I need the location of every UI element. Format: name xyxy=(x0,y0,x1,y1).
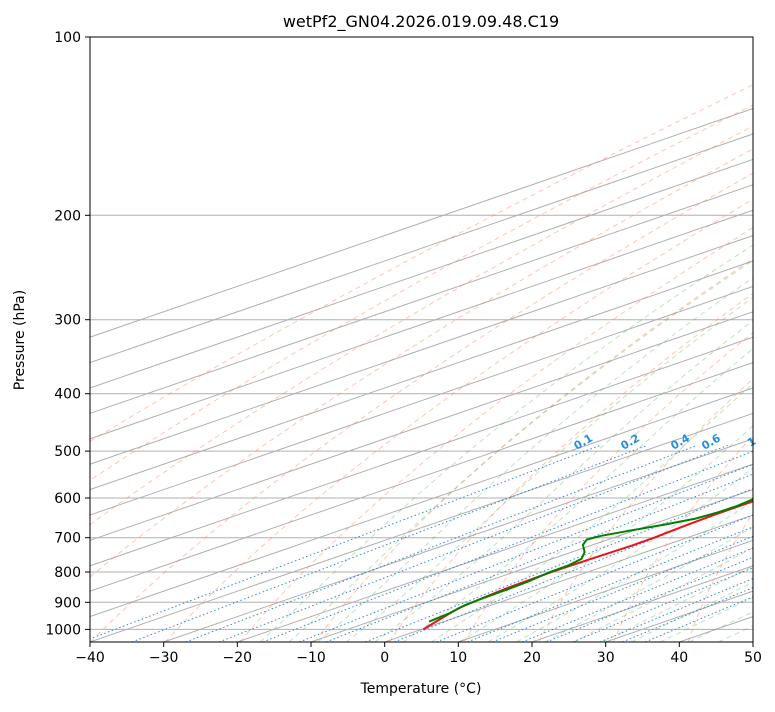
y-tick-label: 100 xyxy=(54,30,81,46)
y-tick-label: 900 xyxy=(54,595,81,611)
x-tick-label: −30 xyxy=(149,650,179,666)
chart-title: wetPf2_GN04.2026.019.09.48.C19 xyxy=(283,12,559,32)
y-tick-label: 300 xyxy=(54,313,81,329)
x-axis-title: Temperature (°C) xyxy=(360,681,482,697)
x-tick-label: 0 xyxy=(380,650,389,666)
y-tick-label: 600 xyxy=(54,491,81,507)
x-tick-label: 40 xyxy=(670,650,688,666)
y-tick-label: 400 xyxy=(54,387,81,403)
y-tick-label: 1000 xyxy=(45,622,81,638)
x-tick-label: −20 xyxy=(223,650,253,666)
x-tick-label: 20 xyxy=(523,650,541,666)
x-tick-label: −10 xyxy=(296,650,326,666)
x-tick-label: 10 xyxy=(449,650,467,666)
y-tick-label: 500 xyxy=(54,444,81,460)
x-tick-label: −40 xyxy=(75,650,105,666)
y-tick-label: 700 xyxy=(54,531,81,547)
x-tick-label: 30 xyxy=(597,650,615,666)
y-tick-label: 200 xyxy=(54,208,81,224)
x-tick-label: 50 xyxy=(744,650,762,666)
y-axis-title: Pressure (hPa) xyxy=(12,290,28,390)
y-tick-label: 800 xyxy=(54,565,81,581)
